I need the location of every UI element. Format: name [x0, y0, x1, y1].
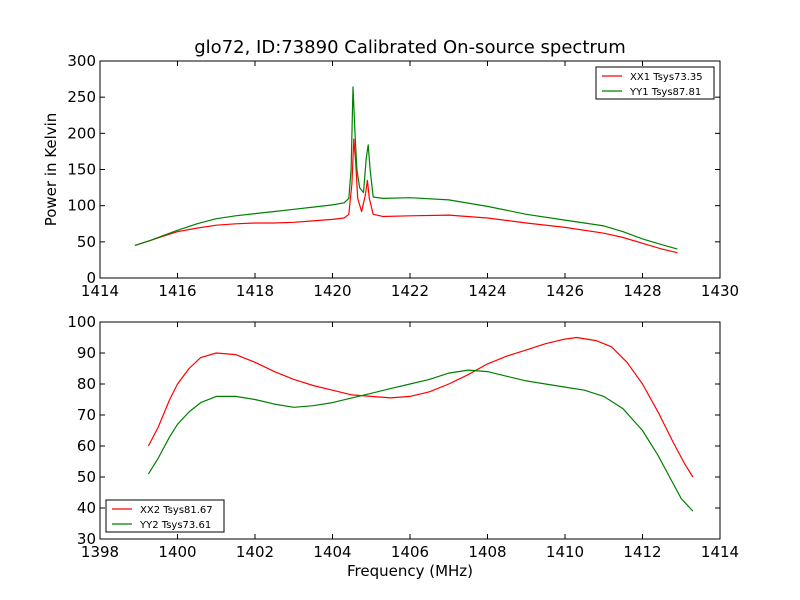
x-tick-label: 1424	[468, 282, 506, 300]
y-tick-label: 100	[67, 197, 96, 215]
x-tick-label: 1422	[391, 282, 429, 300]
chart-title: glo72, ID:73890 Calibrated On-source spe…	[194, 37, 625, 58]
legend-entry: YY1 Tsys87.81	[629, 87, 701, 98]
y-tick-label: 200	[67, 124, 96, 142]
x-tick-label: 1420	[313, 282, 351, 300]
y-tick-label: 70	[77, 406, 96, 424]
y-tick-label: 40	[77, 499, 96, 517]
x-tick-label: 1410	[546, 543, 584, 561]
y-tick-label: 80	[77, 375, 96, 393]
axes-top: 1414 1416 1418 1420 1422 1424 1426 1428 1430 0 50 1…	[42, 52, 739, 300]
x-tick-label: 1406	[391, 543, 429, 561]
y-tick-label: 60	[77, 437, 96, 455]
legend-entry: YY2 Tsys73.61	[139, 520, 211, 531]
x-tick-label: 1428	[623, 282, 661, 300]
x-tick-label: 1402	[236, 543, 274, 561]
x-tick-label: 1400	[158, 543, 196, 561]
x-axis-label: Frequency (MHz)	[347, 562, 473, 580]
legend-bottom: XX2 Tsys81.67 YY2 Tsys73.61	[105, 499, 225, 533]
x-tick-label: 1404	[313, 543, 351, 561]
axes-bottom: 1398 1400 1402 1404 1406 1408 1410 1412 1414 30 40…	[67, 313, 739, 580]
y-tick-label: 50	[77, 468, 96, 486]
series-line-bottom-1	[147, 369, 694, 512]
x-tick-label: 1430	[701, 282, 739, 300]
series-line-bottom-0	[147, 336, 694, 478]
series-line-top-1	[134, 86, 678, 250]
y-tick-label: 300	[67, 52, 96, 70]
y-tick-label: 90	[77, 344, 96, 362]
x-tick-label: 1414	[701, 543, 739, 561]
y-tick-label: 250	[67, 88, 96, 106]
y-tick-label: 0	[86, 269, 96, 287]
y-tick-label: 30	[77, 530, 96, 548]
x-tick-label: 1408	[468, 543, 506, 561]
x-tick-label: 1414	[81, 282, 119, 300]
y-tick-label: 150	[67, 161, 96, 179]
legend-box	[595, 66, 715, 100]
y-tick-label: 100	[67, 313, 96, 331]
y-tick-label: 50	[77, 233, 96, 251]
legend-entry: XX2 Tsys81.67	[140, 505, 213, 516]
legend-entry: XX1 Tsys73.35	[630, 72, 703, 83]
x-tick-label: 1416	[158, 282, 196, 300]
series-line-top-0	[134, 138, 678, 254]
x-tick-label: 1398	[81, 543, 119, 561]
axes-layer: 1414 1416 1418 1420 1422 1424 1426 1428 14300501…	[42, 52, 739, 580]
y-axis-label: Power in Kelvin	[42, 113, 60, 227]
x-tick-label: 1412	[623, 543, 661, 561]
x-tick-label: 1418	[236, 282, 274, 300]
x-tick-label: 1426	[546, 282, 584, 300]
legend-box	[105, 499, 225, 533]
legend-top: XX1 Tsys73.35 YY1 Tsys87.81	[595, 66, 715, 100]
